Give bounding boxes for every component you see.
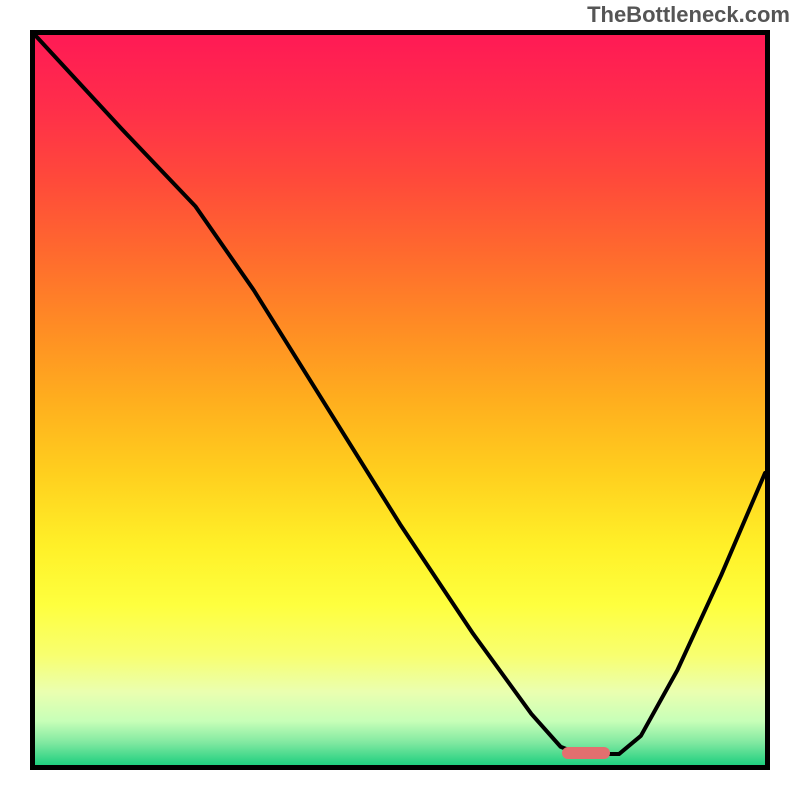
bottleneck-curve [35,35,765,765]
watermark-text: TheBottleneck.com [587,2,790,28]
chart-container: TheBottleneck.com [0,0,800,800]
plot-area [30,30,770,770]
optimal-marker [562,747,609,759]
